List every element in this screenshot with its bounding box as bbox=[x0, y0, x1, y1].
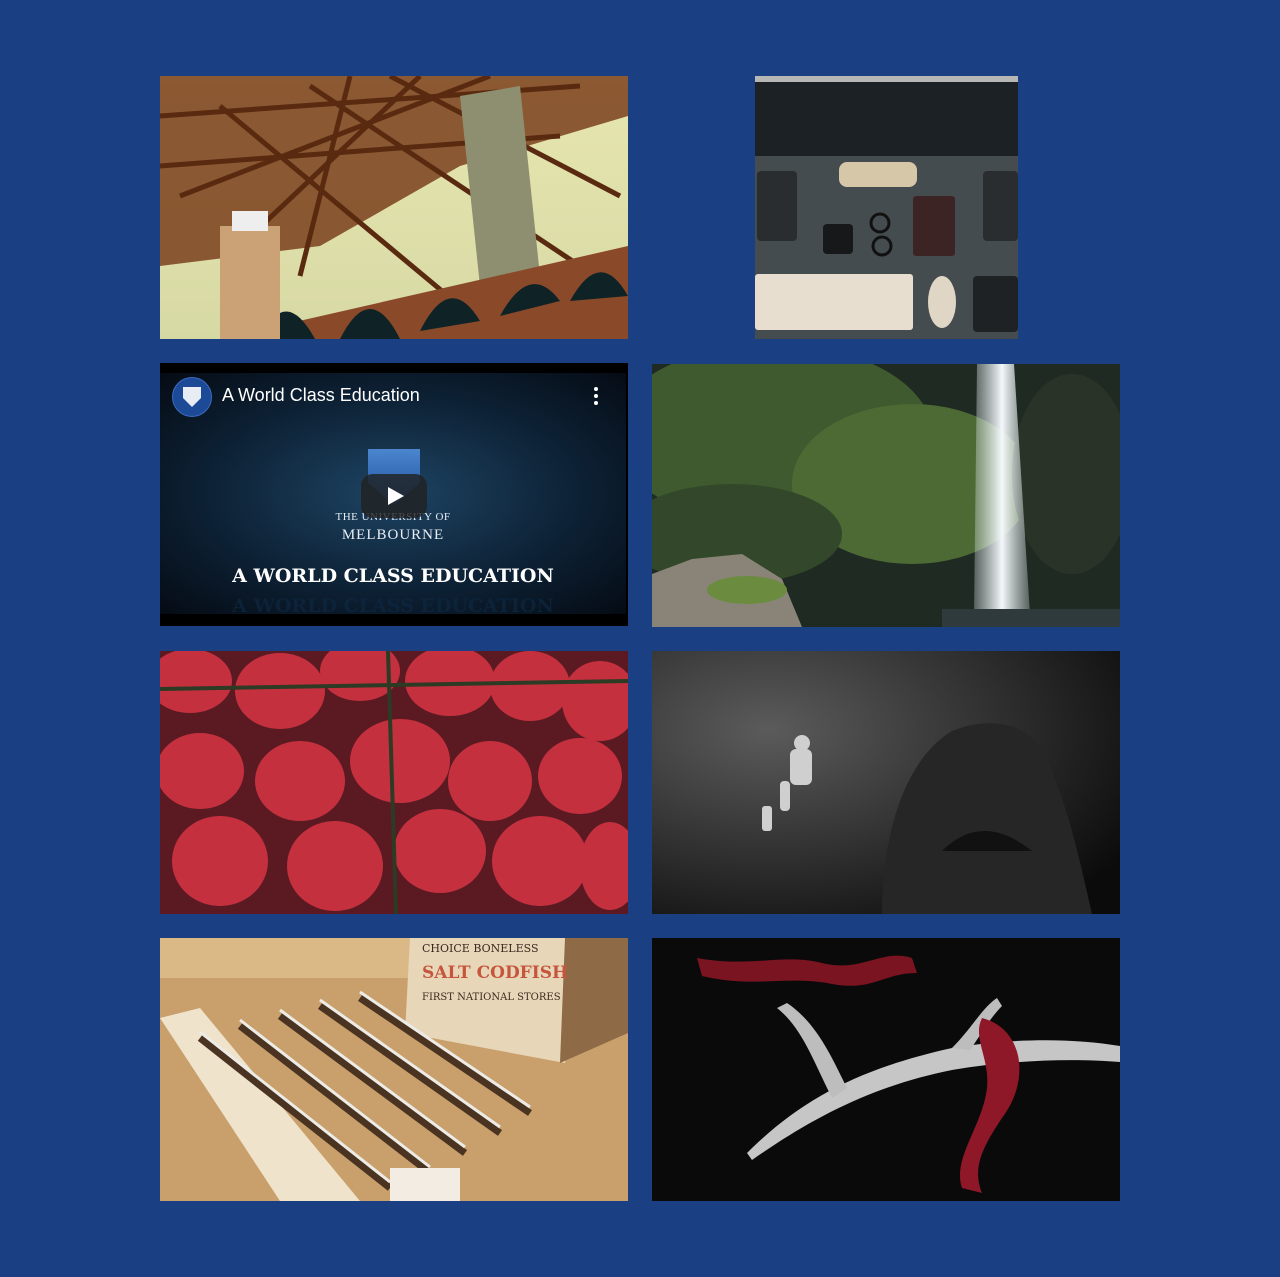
channel-avatar[interactable] bbox=[172, 377, 212, 417]
crest-icon bbox=[183, 387, 201, 407]
more-options-icon[interactable] bbox=[590, 385, 602, 407]
video-logo-line2: MELBOURNE bbox=[341, 527, 445, 543]
video-top-bar bbox=[160, 363, 628, 373]
crate-label-2: SALT CODFISH bbox=[422, 963, 568, 983]
antler-with-velvet-photo[interactable] bbox=[652, 938, 1120, 1201]
video-embed[interactable]: THE UNIVERSITY OF MELBOURNE A WORLD CLAS… bbox=[160, 363, 628, 626]
video-headline-reflection: A WORLD CLASS EDUCATION bbox=[232, 595, 554, 617]
strawberries-photo[interactable] bbox=[160, 651, 628, 914]
play-icon bbox=[388, 487, 404, 505]
crate-label-3: FIRST NATIONAL STORES bbox=[422, 992, 561, 1003]
play-button[interactable] bbox=[361, 474, 427, 518]
scuba-diver-photo[interactable] bbox=[652, 651, 1120, 914]
desk-setup-photo[interactable] bbox=[755, 76, 1018, 339]
video-bottom-bar bbox=[160, 614, 628, 626]
video-headline: A WORLD CLASS EDUCATION bbox=[232, 565, 554, 587]
video-title[interactable]: A World Class Education bbox=[222, 385, 420, 405]
rulers-and-crate-photo[interactable]: CHOICE BONELESS SALT CODFISH FIRST NATIO… bbox=[160, 938, 628, 1201]
waterfall-photo[interactable] bbox=[652, 364, 1120, 627]
bridge-photo[interactable] bbox=[160, 76, 628, 339]
crate-label-1: CHOICE BONELESS bbox=[422, 942, 539, 955]
